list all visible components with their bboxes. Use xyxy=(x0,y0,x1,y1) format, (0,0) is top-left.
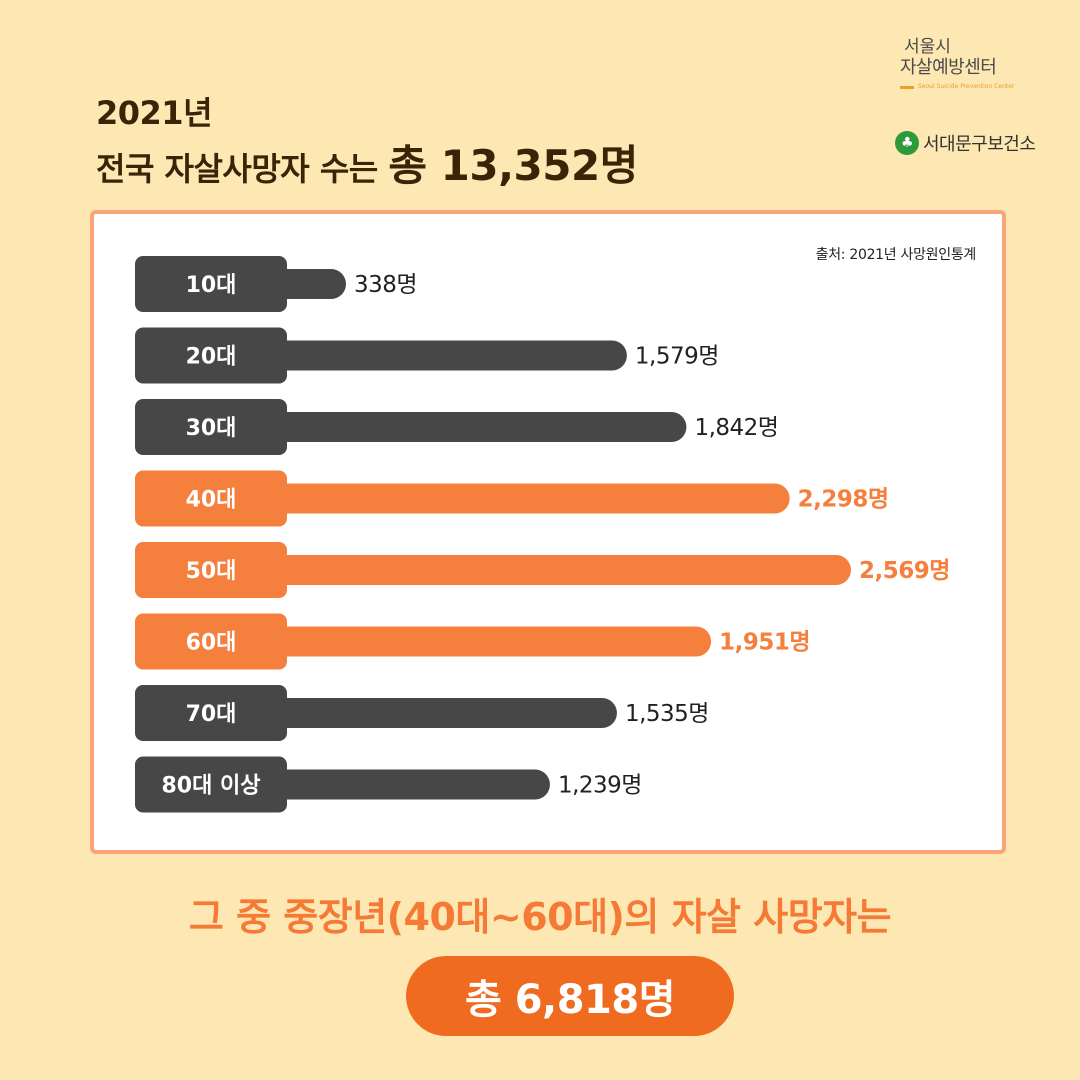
value-label-7: 1,239명 xyxy=(558,773,642,799)
logo-center-line1: 서울시 xyxy=(904,37,951,57)
category-label-1: 20대 xyxy=(186,345,237,370)
value-label-4: 2,569명 xyxy=(859,558,950,584)
value-label-2: 1,842명 xyxy=(694,415,778,441)
health-center-name: 서대문구보건소 xyxy=(923,134,1036,155)
logo-dash-icon xyxy=(900,86,914,90)
bar-4 xyxy=(224,555,851,585)
category-tag-7 xyxy=(135,756,287,813)
title-summary-prefix: 전국 자살사망자 수는 xyxy=(96,150,389,188)
bar-1 xyxy=(224,340,627,371)
category-label-3: 40대 xyxy=(186,488,237,513)
seoul-suicide-prevention-center-logo: 서울시 자살예방센터 Seoul Suicide Prevention Cent… xyxy=(900,37,1060,91)
category-label-4: 50대 xyxy=(186,559,237,584)
category-label-6: 70대 xyxy=(186,702,237,727)
seodaemun-health-center-logo: ♣ 서대문구보건소 xyxy=(895,130,1036,156)
category-label-5: 60대 xyxy=(186,631,237,656)
category-label-7: 80대 이상 xyxy=(162,774,261,799)
value-label-1: 1,579명 xyxy=(635,344,719,370)
title-summary: 전국 자살사망자 수는 총 13,352명 xyxy=(96,132,638,193)
value-label-6: 1,535명 xyxy=(625,701,709,727)
logo-center-line2: 자살예방센터 xyxy=(900,56,997,78)
category-label-2: 30대 xyxy=(186,416,237,441)
category-tag-3 xyxy=(135,470,287,527)
category-tag-5 xyxy=(135,613,287,670)
category-tag-4 xyxy=(135,542,287,598)
logo-center-sub: Seoul Suicide Prevention Center xyxy=(900,83,1060,91)
bar-3 xyxy=(224,483,790,514)
category-tag-0 xyxy=(135,256,287,312)
bar-7 xyxy=(224,769,550,800)
category-label-0: 10대 xyxy=(186,273,237,298)
value-label-5: 1,951명 xyxy=(719,630,810,656)
bar-chart: 10대 338명 20대 1,579명 30대 1,842명 40대 2,298명 50대 2,5… xyxy=(135,256,950,813)
value-label-3: 2,298명 xyxy=(798,487,889,513)
bar-6 xyxy=(224,698,617,728)
footer-headline: 그 중 중장년(40대~60대)의 자살 사망자는 xyxy=(188,895,892,939)
value-label-0: 338명 xyxy=(354,272,417,298)
footer-total-pill: 총 6,818명 xyxy=(406,956,734,1036)
category-tag-6 xyxy=(135,685,287,741)
title-year: 2021년 xyxy=(96,94,213,132)
title-summary-total: 총 13,352명 xyxy=(388,141,638,190)
chart-panel: 출처: 2021년 사망원인통계 10대 338명 20대 1,579명 30대 1,84… xyxy=(90,210,1006,854)
bar-2 xyxy=(224,412,687,442)
chart-source: 출처: 2021년 사망원인통계 xyxy=(815,247,977,263)
category-tag-2 xyxy=(135,399,287,455)
leaf-logo-icon: ♣ xyxy=(895,131,919,155)
category-tag-1 xyxy=(135,327,287,384)
bar-5 xyxy=(224,626,712,657)
